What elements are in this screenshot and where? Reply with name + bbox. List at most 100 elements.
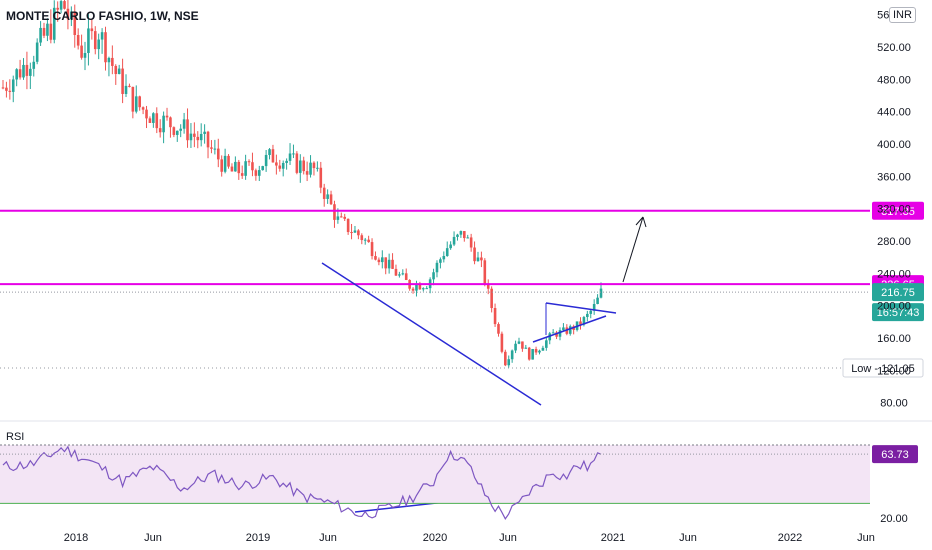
time-tick-label: 2020 — [423, 532, 447, 544]
target-arrow-head — [635, 216, 647, 228]
candle-body — [285, 160, 288, 163]
candle-body — [534, 349, 538, 353]
candle-body — [418, 284, 422, 290]
level-badge-label: 317.35 — [881, 206, 915, 218]
candle-body — [558, 330, 562, 337]
time-tick-label: Jun — [679, 532, 697, 544]
candle-body — [432, 272, 435, 280]
time-axis: 2018 Jun 2019 Jun 2020 Jun 2021 Jun 2022 Jun — [64, 532, 875, 544]
candle-body — [422, 288, 425, 290]
candle-body — [363, 239, 367, 241]
candle-body — [316, 167, 319, 169]
candle-body — [562, 327, 565, 331]
candle-body — [500, 333, 504, 352]
candle-body — [169, 117, 172, 128]
candle-body — [442, 255, 446, 260]
candle-body — [66, 8, 70, 20]
candle-body — [309, 162, 312, 175]
candle-body — [182, 119, 186, 129]
candle-body — [463, 231, 466, 239]
time-tick-label: Jun — [499, 532, 517, 544]
candle-body — [456, 234, 459, 237]
candle-body — [247, 161, 251, 163]
candle-body — [104, 32, 107, 63]
candle-body — [107, 57, 111, 63]
last-price-badge — [872, 283, 924, 302]
rsi-value-label: 63.73 — [881, 449, 909, 461]
candle-body — [391, 259, 394, 269]
rsi-value-badge — [872, 445, 918, 464]
candle-body — [521, 341, 524, 349]
candle-body — [131, 86, 135, 112]
candle-body — [435, 262, 439, 273]
candle-body — [473, 247, 476, 262]
candle-body — [582, 317, 586, 325]
candle-body — [1, 87, 5, 89]
candle-body — [213, 148, 217, 150]
candle-body — [370, 242, 374, 257]
candle-body — [425, 288, 429, 290]
candle-body — [80, 45, 83, 58]
candle-body — [52, 7, 56, 40]
candle-body — [230, 166, 234, 172]
candle-body — [165, 115, 169, 118]
price-tick-label: 160.00 — [877, 333, 911, 345]
countdown-badge — [872, 303, 924, 322]
candle-body — [394, 268, 398, 276]
candle-body — [42, 27, 46, 36]
price-tick-label: 240.00 — [877, 268, 911, 280]
candle-body — [295, 153, 299, 173]
candle-body — [476, 257, 480, 262]
candle-body — [336, 216, 340, 220]
candle-body — [22, 64, 25, 78]
candle-body — [189, 133, 193, 141]
rsi-tick-label: 20.00 — [880, 513, 908, 525]
candle-body — [49, 23, 53, 40]
candle-body — [5, 87, 8, 91]
candle-body — [449, 244, 452, 249]
candle-body — [551, 332, 555, 334]
candle-body — [510, 350, 514, 360]
candle-body — [350, 232, 353, 234]
candle-body — [134, 96, 138, 112]
candle-body — [261, 166, 265, 171]
price-tick-label: 120.00 — [877, 365, 911, 377]
rsi-band — [0, 445, 870, 504]
candle-body — [589, 310, 593, 314]
candle-body — [251, 162, 254, 171]
candle-body — [360, 235, 364, 241]
candle-body — [367, 239, 370, 243]
currency-button[interactable]: INR — [889, 7, 916, 23]
candle-body — [179, 128, 182, 131]
candle-body — [114, 65, 118, 75]
candle-body — [46, 23, 49, 36]
candle-body — [466, 237, 470, 239]
rsi-label: RSI — [6, 431, 25, 443]
candle-body — [384, 257, 388, 269]
candle-body — [527, 347, 531, 360]
candle-body — [599, 288, 603, 298]
candle-body — [196, 136, 200, 141]
candle-body — [199, 133, 203, 141]
candle-body — [305, 171, 309, 175]
candle-body — [25, 64, 29, 76]
price-tick-label: 280.00 — [877, 236, 911, 248]
candle-body — [490, 288, 493, 309]
candle-body — [83, 52, 87, 58]
price-tick-label: 480.00 — [877, 74, 911, 86]
candle-body — [227, 155, 230, 167]
candle-body — [504, 351, 507, 366]
price-tick-label: 360.00 — [877, 171, 911, 183]
low-badge — [842, 358, 924, 378]
candle-body — [155, 113, 159, 129]
candle-body — [439, 259, 442, 263]
candle-body — [312, 162, 316, 169]
candle-body — [117, 68, 121, 75]
candle-body — [271, 149, 275, 163]
candle-body — [531, 349, 534, 360]
candle-body — [145, 109, 148, 119]
candle-body — [357, 230, 360, 236]
candle-body — [268, 149, 271, 155]
